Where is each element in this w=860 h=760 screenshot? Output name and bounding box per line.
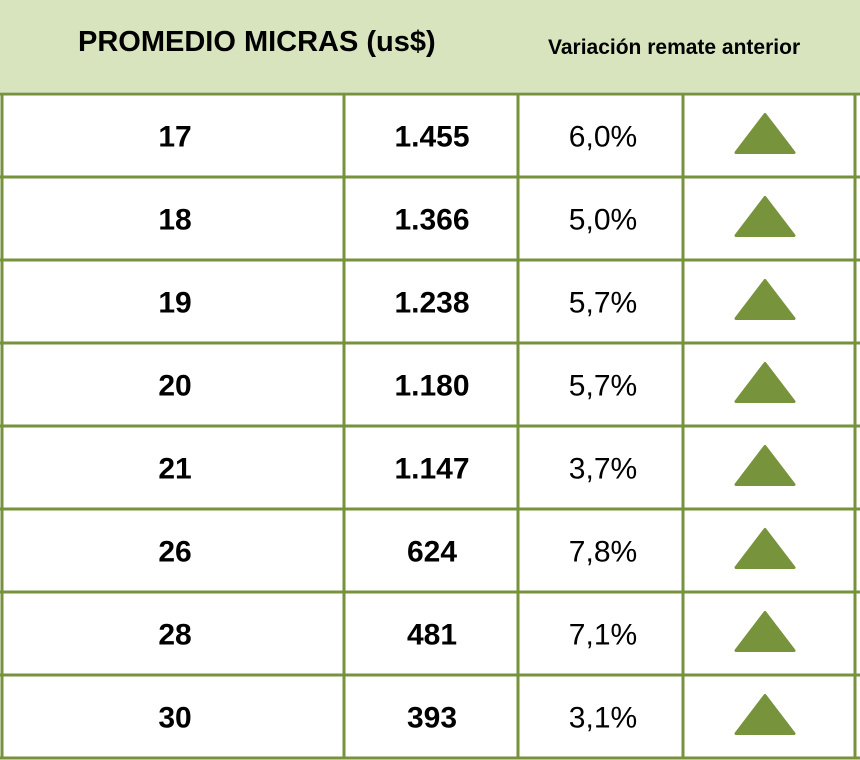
variation-cell: 3,1% bbox=[569, 702, 637, 735]
price-cell: 393 bbox=[407, 702, 457, 735]
variation-cell: 7,1% bbox=[569, 619, 637, 652]
table-row: 20 1.180 5,7% bbox=[158, 362, 796, 403]
price-cell: 624 bbox=[407, 536, 457, 569]
variation-cell: 7,8% bbox=[569, 536, 637, 569]
micras-cell: 18 bbox=[158, 204, 191, 237]
triangle-up-icon bbox=[734, 279, 796, 320]
data-table: 17 1.455 6,0% 18 1.366 5,0% 19 1.238 5,7% 20 1.180… bbox=[0, 92, 860, 760]
table-row: 26 624 7,8% bbox=[158, 528, 796, 569]
variation-header: Variación remate anterior bbox=[548, 36, 801, 59]
micras-cell: 21 bbox=[158, 453, 191, 486]
triangle-up-icon bbox=[734, 196, 796, 237]
table-body: 17 1.455 6,0% 18 1.366 5,0% 19 1.238 5,7% 20 1.180… bbox=[158, 113, 796, 735]
table-title: PROMEDIO MICRAS (us$) bbox=[78, 26, 436, 58]
variation-cell: 5,7% bbox=[569, 287, 637, 320]
variation-cell: 3,7% bbox=[569, 453, 637, 486]
triangle-up-icon bbox=[734, 528, 796, 569]
table-row: 18 1.366 5,0% bbox=[158, 196, 796, 237]
variation-cell: 5,7% bbox=[569, 370, 637, 403]
table-row: 21 1.147 3,7% bbox=[158, 445, 796, 486]
table-row: 17 1.455 6,0% bbox=[158, 113, 796, 154]
triangle-up-icon bbox=[734, 362, 796, 403]
micras-cell: 17 bbox=[158, 121, 191, 154]
micras-cell: 19 bbox=[158, 287, 191, 320]
micras-cell: 26 bbox=[158, 536, 191, 569]
triangle-up-icon bbox=[734, 113, 796, 154]
price-cell: 1.455 bbox=[394, 121, 469, 154]
variation-cell: 5,0% bbox=[569, 204, 637, 237]
micras-cell: 30 bbox=[158, 702, 191, 735]
price-cell: 1.147 bbox=[394, 453, 469, 486]
table-header: PROMEDIO MICRAS (us$) Variación remate a… bbox=[0, 0, 860, 92]
triangle-up-icon bbox=[734, 611, 796, 652]
table-row: 28 481 7,1% bbox=[158, 611, 796, 652]
table-row: 30 393 3,1% bbox=[158, 694, 796, 735]
price-cell: 481 bbox=[407, 619, 457, 652]
price-cell: 1.366 bbox=[394, 204, 469, 237]
price-cell: 1.238 bbox=[394, 287, 469, 320]
micras-cell: 20 bbox=[158, 370, 191, 403]
triangle-up-icon bbox=[734, 694, 796, 735]
table-row: 19 1.238 5,7% bbox=[158, 279, 796, 320]
table-grid-lines bbox=[0, 92, 860, 760]
triangle-up-icon bbox=[734, 445, 796, 486]
price-cell: 1.180 bbox=[394, 370, 469, 403]
micras-cell: 28 bbox=[158, 619, 191, 652]
variation-cell: 6,0% bbox=[569, 121, 637, 154]
